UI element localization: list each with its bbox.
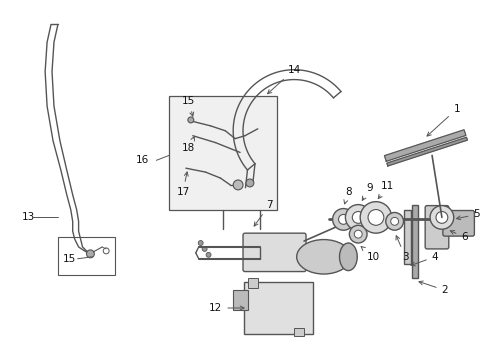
Circle shape	[360, 202, 391, 233]
Circle shape	[202, 247, 206, 251]
FancyBboxPatch shape	[442, 211, 473, 236]
Text: 15: 15	[182, 96, 195, 116]
Polygon shape	[384, 130, 465, 161]
Text: 12: 12	[209, 303, 244, 313]
Circle shape	[435, 212, 447, 223]
Text: 10: 10	[361, 247, 379, 262]
Circle shape	[429, 206, 453, 229]
Text: 18: 18	[182, 137, 195, 153]
Text: 3: 3	[395, 236, 408, 262]
Circle shape	[245, 179, 253, 187]
Circle shape	[332, 208, 353, 230]
Text: 6: 6	[449, 231, 467, 242]
Circle shape	[348, 225, 366, 243]
Text: 17: 17	[176, 172, 189, 197]
Ellipse shape	[296, 239, 350, 274]
Text: 7: 7	[254, 199, 272, 226]
Circle shape	[205, 252, 211, 257]
Polygon shape	[386, 137, 467, 166]
Text: 14: 14	[267, 65, 300, 94]
Circle shape	[385, 212, 403, 230]
Text: 9: 9	[362, 183, 372, 201]
Text: 5: 5	[456, 210, 479, 220]
Circle shape	[345, 204, 370, 230]
Circle shape	[198, 240, 203, 246]
Ellipse shape	[339, 243, 357, 271]
Text: 15: 15	[63, 254, 76, 264]
Circle shape	[187, 117, 193, 123]
FancyBboxPatch shape	[244, 282, 312, 334]
Bar	[294, 328, 304, 336]
Circle shape	[338, 215, 347, 224]
Circle shape	[86, 250, 94, 258]
Circle shape	[390, 217, 398, 225]
Text: 13: 13	[21, 212, 35, 222]
Bar	[58, 237, 115, 275]
FancyBboxPatch shape	[243, 233, 305, 271]
FancyBboxPatch shape	[232, 290, 248, 310]
Circle shape	[367, 210, 383, 225]
Text: 16: 16	[136, 155, 149, 165]
Circle shape	[353, 230, 362, 238]
Text: 8: 8	[343, 187, 351, 204]
Text: 2: 2	[418, 281, 447, 295]
Circle shape	[351, 212, 364, 223]
Bar	[247, 278, 257, 288]
FancyBboxPatch shape	[169, 96, 277, 210]
Circle shape	[233, 180, 243, 190]
Text: 1: 1	[426, 104, 459, 136]
FancyBboxPatch shape	[424, 206, 448, 249]
Text: 11: 11	[378, 181, 394, 199]
Bar	[411, 204, 417, 278]
Bar	[403, 210, 410, 264]
Text: 4: 4	[410, 252, 437, 266]
